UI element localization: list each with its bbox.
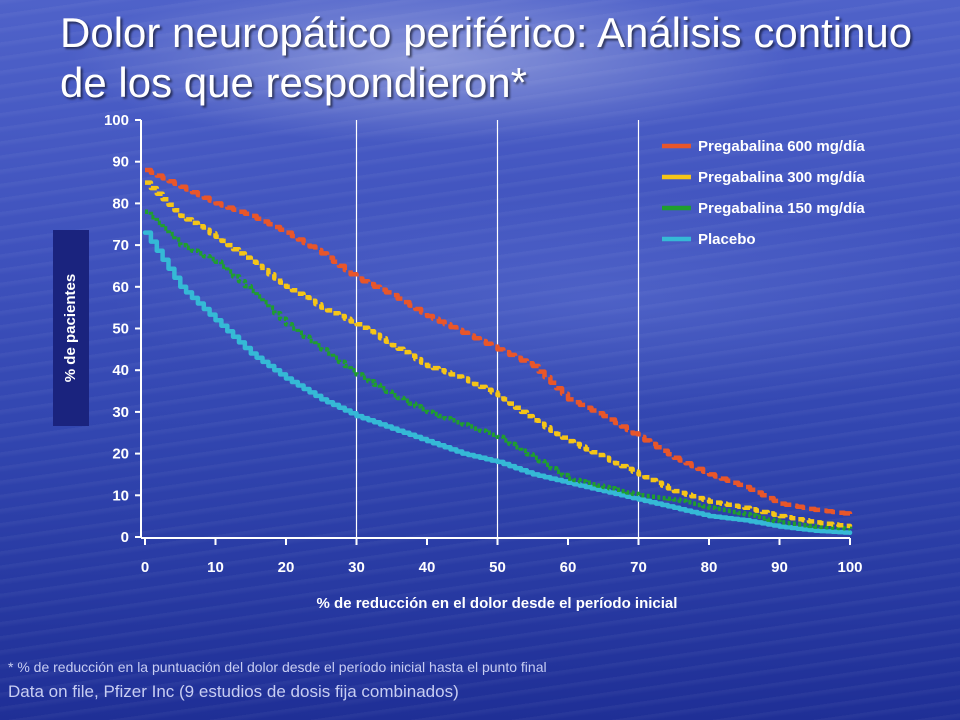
y-tick-label-100: 100 bbox=[104, 112, 129, 129]
y-tick-label-60: 60 bbox=[112, 279, 129, 296]
series-line-pregabalina-150-mg-d-a bbox=[145, 209, 853, 531]
series-line-pregabalina-600-mg-d-a bbox=[145, 167, 853, 516]
legend-label-2: Pregabalina 150 mg/día bbox=[698, 200, 865, 217]
y-tick-label-80: 80 bbox=[112, 195, 129, 212]
source-note: Data on file, Pfizer Inc (9 estudios de … bbox=[8, 682, 459, 701]
x-axis-label: % de reducción en el dolor desde el perí… bbox=[317, 595, 678, 612]
x-tick-label-100: 100 bbox=[837, 559, 862, 576]
x-tick-label-80: 80 bbox=[701, 559, 718, 576]
y-tick-label-10: 10 bbox=[112, 487, 129, 504]
y-axis-label-box bbox=[53, 230, 89, 426]
x-tick-label-50: 50 bbox=[489, 559, 506, 576]
y-tick-label-40: 40 bbox=[112, 362, 129, 379]
reference-lines bbox=[355, 120, 640, 537]
x-tick-label-60: 60 bbox=[560, 559, 577, 576]
y-tick-label-20: 20 bbox=[112, 446, 129, 463]
slide-title: Dolor neuropático periférico: Análisis c… bbox=[60, 9, 913, 106]
x-tick-label-90: 90 bbox=[771, 559, 788, 576]
footnote: * % de reducción en la puntuación del do… bbox=[8, 659, 547, 675]
series-line-placebo bbox=[142, 230, 853, 536]
legend: Pregabalina 600 mg/día Pregabalina 300 mg… bbox=[662, 138, 865, 248]
y-tick-label-30: 30 bbox=[112, 404, 129, 421]
series-line-pregabalina-300-mg-d-a bbox=[145, 180, 853, 529]
axes: 0 10 20 30 40 50 60 70 80 90 100 0 10 20 30 40 50 60 70 80 9… bbox=[104, 112, 863, 576]
y-tick-label-90: 90 bbox=[112, 154, 129, 171]
y-tick-label-70: 70 bbox=[112, 237, 129, 254]
x-tick-label-40: 40 bbox=[419, 559, 436, 576]
legend-label-3: Placebo bbox=[698, 231, 756, 248]
x-tick-label-30: 30 bbox=[348, 559, 365, 576]
x-tick-label-0: 0 bbox=[141, 559, 149, 576]
y-tick-label-50: 50 bbox=[112, 321, 129, 338]
legend-label-1: Pregabalina 300 mg/día bbox=[698, 169, 865, 186]
x-tick-label-70: 70 bbox=[630, 559, 647, 576]
legend-label-0: Pregabalina 600 mg/día bbox=[698, 138, 865, 155]
x-tick-label-10: 10 bbox=[207, 559, 224, 576]
y-tick-label-0: 0 bbox=[121, 529, 129, 546]
series-lines bbox=[142, 167, 853, 536]
x-tick-label-20: 20 bbox=[278, 559, 295, 576]
